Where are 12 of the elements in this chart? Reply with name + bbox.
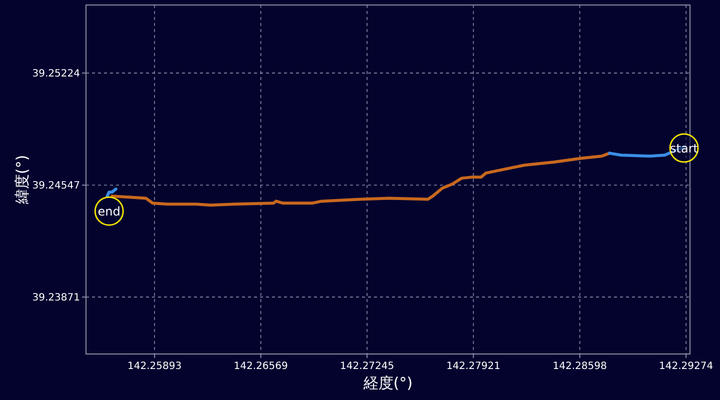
y-axis-title: 緯度(°)	[13, 154, 31, 206]
x-axis-title: 経度(°)	[362, 374, 413, 392]
x-tick-label: 142.25893	[128, 361, 182, 372]
x-tick-label: 142.27245	[340, 361, 394, 372]
x-tick-label: 142.27921	[446, 361, 500, 372]
x-tick-label: 142.26569	[234, 361, 288, 372]
x-tick-label: 142.29274	[659, 361, 714, 372]
annotation: end	[98, 204, 120, 219]
x-tick-label: 142.28598	[552, 361, 607, 372]
y-tick-label: 39.23871	[32, 292, 80, 304]
y-tick-label: 39.25224	[32, 68, 80, 80]
y-tick-label: 39.24547	[32, 180, 80, 192]
